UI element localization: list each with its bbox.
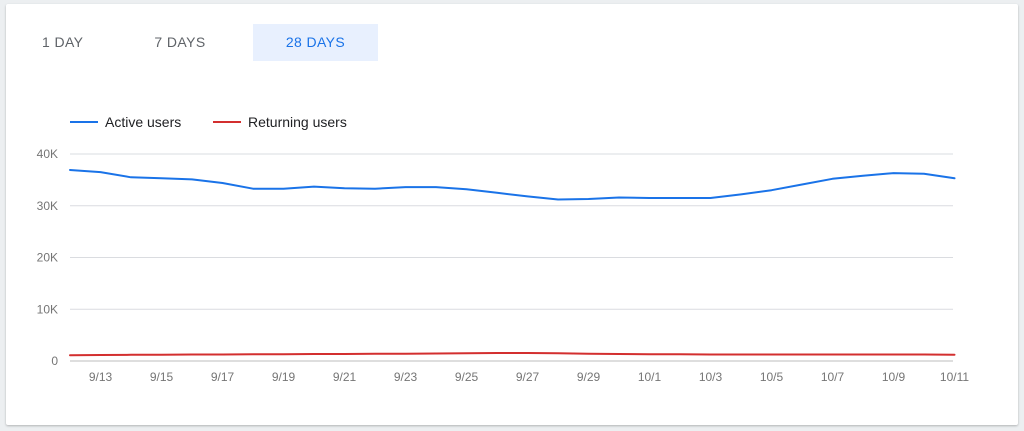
y-tick-label: 10K — [37, 302, 58, 316]
y-tick-label: 30K — [37, 199, 58, 213]
range-tabs: 1 DAY 7 DAYS 28 DAYS — [30, 24, 378, 61]
x-tick-label: 10/1 — [638, 370, 662, 384]
chart-series — [69, 169, 956, 357]
x-axis: 9/13 9/15 9/17 9/19 9/21 9/23 9/25 9/27 9/29 10/1… — [89, 370, 970, 384]
x-tick-label: 10/7 — [821, 370, 845, 384]
x-tick-label: 9/29 — [577, 370, 601, 384]
legend-label-returning-users: Returning users — [248, 114, 347, 130]
tab-28-days[interactable]: 28 DAYS — [253, 24, 378, 61]
y-tick-label: 0 — [51, 354, 58, 368]
x-tick-label: 9/13 — [89, 370, 113, 384]
x-tick-label: 10/9 — [882, 370, 906, 384]
x-tick-label: 10/5 — [760, 370, 784, 384]
x-tick-label: 9/19 — [272, 370, 296, 384]
y-tick-label: 20K — [37, 251, 58, 265]
tab-1-day[interactable]: 1 DAY — [42, 34, 84, 50]
x-tick-label: 10/3 — [699, 370, 723, 384]
legend-label-active-users: Active users — [105, 114, 181, 130]
x-tick-label: 9/21 — [333, 370, 357, 384]
tab-7-days[interactable]: 7 DAYS — [154, 34, 206, 50]
y-tick-label: 40K — [37, 147, 58, 161]
chart-grid — [70, 153, 953, 362]
x-tick-label: 9/25 — [455, 370, 479, 384]
x-tick-label: 9/27 — [516, 370, 540, 384]
series-line-returning-users — [69, 352, 956, 357]
x-tick-label: 9/15 — [150, 370, 174, 384]
series-line-active-users — [69, 169, 956, 201]
y-axis: 0 10K 20K 30K 40K — [37, 147, 59, 368]
x-tick-label: 9/17 — [211, 370, 235, 384]
x-tick-label: 9/23 — [394, 370, 418, 384]
chart-legend: Active users Returning users — [70, 114, 347, 130]
x-tick-label: 10/11 — [940, 370, 969, 384]
